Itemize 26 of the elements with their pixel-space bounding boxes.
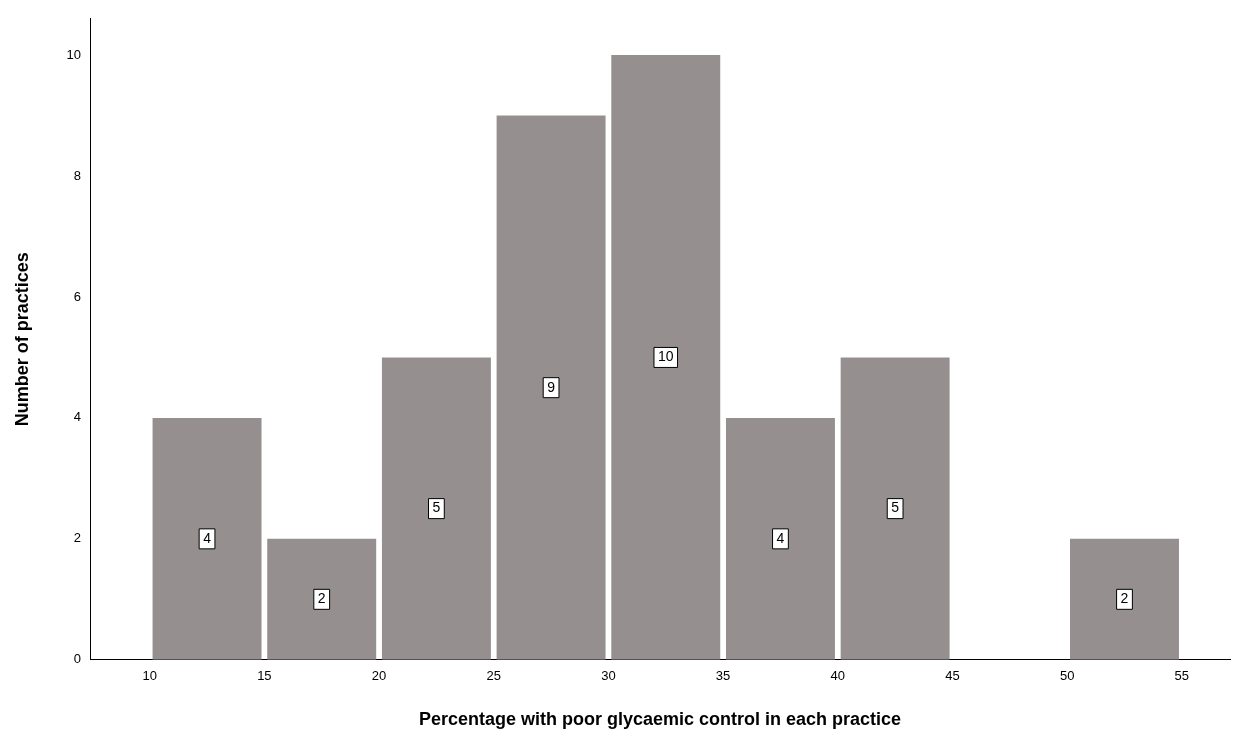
- data-label: 5: [432, 499, 441, 516]
- y-tick-label: 4: [73, 409, 82, 425]
- data-label: 4: [203, 529, 212, 546]
- y-tick-label: 6: [73, 288, 82, 304]
- y-tick-label: 2: [73, 530, 82, 546]
- y-tick-label: 10: [66, 46, 82, 62]
- x-tick-label: 10: [142, 668, 157, 684]
- x-tick-label: 35: [715, 668, 731, 684]
- data-label: 2: [317, 590, 326, 607]
- x-tick-label: 30: [601, 668, 616, 684]
- x-axis-title: Percentage with poor glycaemic control in each practice: [418, 709, 902, 730]
- x-tick-label: 55: [1174, 668, 1190, 684]
- data-label: 2: [1120, 590, 1129, 607]
- data-label: 10: [657, 348, 674, 365]
- x-tick-label: 40: [830, 668, 846, 684]
- y-tick-label: 8: [73, 167, 82, 183]
- data-label: 9: [547, 378, 556, 395]
- x-tick-label: 20: [371, 668, 387, 684]
- y-axis-title: Number of practices: [11, 252, 32, 427]
- x-tick-label: 45: [945, 668, 960, 684]
- data-label: 5: [891, 499, 900, 516]
- x-tick-label: 50: [1059, 668, 1075, 684]
- y-tick-label: 0: [73, 651, 82, 667]
- data-label: 4: [776, 529, 785, 546]
- x-tick-label: 25: [486, 668, 501, 684]
- x-tick-label: 15: [257, 668, 272, 684]
